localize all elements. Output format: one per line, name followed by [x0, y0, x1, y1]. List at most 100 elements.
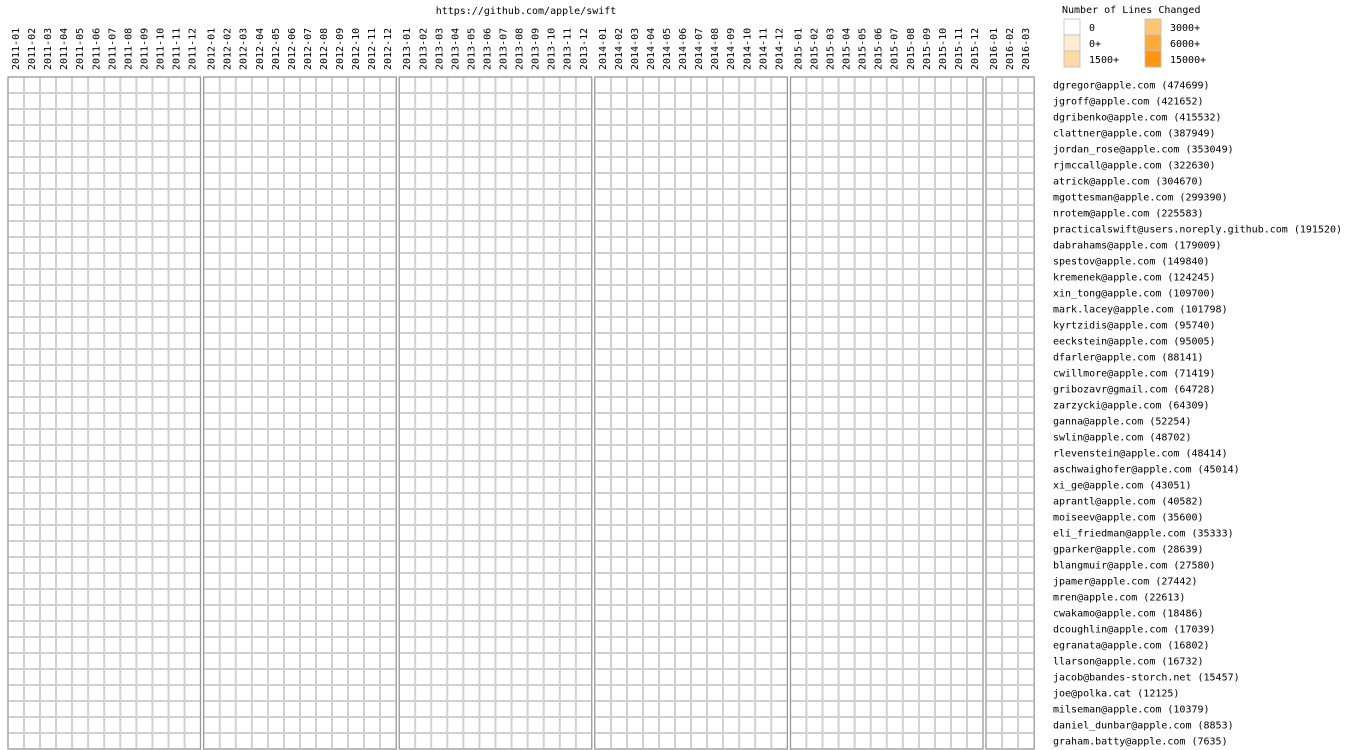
heatmap-cell: [723, 525, 740, 541]
heatmap-cell: [643, 173, 659, 189]
heatmap-cell: [675, 413, 691, 429]
heatmap-cell: [88, 621, 105, 637]
month-label: 2014-05: [662, 28, 673, 70]
heatmap-cell: [267, 365, 284, 381]
heatmap-cell: [838, 285, 855, 301]
heatmap-cell: [300, 157, 316, 173]
row-label: rjmccall@apple.com (322630): [1053, 161, 1216, 172]
heatmap-cell: [284, 493, 300, 509]
heatmap-cell: [594, 237, 611, 253]
heatmap-cell: [24, 157, 40, 173]
heatmap-cell: [364, 493, 381, 509]
heatmap-cell: [543, 109, 560, 125]
heatmap-cell: [559, 93, 576, 109]
heatmap-cell: [364, 717, 381, 733]
month-label: 2013-10: [547, 28, 558, 70]
heatmap-cell: [886, 397, 903, 413]
heatmap-cell: [610, 637, 627, 653]
heatmap-cell: [316, 685, 332, 701]
heatmap-cell: [559, 637, 576, 653]
heatmap-cell: [267, 477, 284, 493]
heatmap-cell: [399, 557, 416, 573]
heatmap-cell: [739, 493, 756, 509]
heatmap-cell: [918, 397, 935, 413]
heatmap-cell: [511, 621, 528, 637]
heatmap-cell: [986, 189, 1002, 205]
heatmap-cell: [1018, 237, 1034, 253]
heatmap-cell: [251, 317, 268, 333]
heatmap-cell: [723, 701, 740, 717]
heatmap-cell: [854, 93, 871, 109]
heatmap-cell: [104, 301, 121, 317]
heatmap-cell: [575, 477, 592, 493]
heatmap-cell: [88, 509, 105, 525]
heatmap-cell: [399, 381, 416, 397]
heatmap-cell: [951, 221, 967, 237]
row-label: aprantl@apple.com (40582): [1053, 497, 1204, 508]
heatmap-cell: [643, 461, 659, 477]
heatmap-cell: [120, 269, 137, 285]
heatmap-cell: [934, 301, 951, 317]
heatmap-cell: [902, 381, 919, 397]
heatmap-cell: [152, 253, 169, 269]
row-label: kremenek@apple.com (124245): [1053, 273, 1216, 284]
heatmap-cell: [707, 429, 724, 445]
heatmap-cell: [739, 573, 756, 589]
heatmap-cell: [267, 269, 284, 285]
heatmap-cell: [918, 637, 935, 653]
heatmap-cell: [822, 477, 839, 493]
heatmap-cell: [755, 253, 772, 269]
heatmap-cell: [332, 701, 348, 717]
heatmap-cell: [575, 125, 592, 141]
heatmap-cell: [380, 333, 397, 349]
heatmap-cell: [918, 573, 935, 589]
heatmap-cell: [806, 157, 823, 173]
heatmap-cell: [594, 205, 611, 221]
heatmap-cell: [511, 141, 528, 157]
heatmap-cell: [822, 365, 839, 381]
heatmap-cell: [902, 429, 919, 445]
heatmap-cell: [659, 125, 675, 141]
heatmap-cell: [627, 717, 643, 733]
heatmap-cell: [967, 605, 983, 621]
heatmap-cell: [918, 653, 935, 669]
heatmap-cell: [967, 413, 983, 429]
heatmap-cell: [886, 349, 903, 365]
month-label: 2011-01: [11, 28, 22, 70]
heatmap-cell: [707, 701, 724, 717]
row-label: mark.lacey@apple.com (101798): [1053, 305, 1228, 316]
heatmap-cell: [527, 413, 544, 429]
heatmap-cell: [463, 349, 480, 365]
heatmap-cell: [934, 109, 951, 125]
heatmap-cell: [739, 429, 756, 445]
heatmap-cell: [902, 717, 919, 733]
heatmap-cell: [806, 173, 823, 189]
heatmap-cell: [203, 605, 220, 621]
heatmap-cell: [300, 605, 316, 621]
row-label: dgregor@apple.com (474699): [1053, 81, 1210, 92]
heatmap-cell: [838, 221, 855, 237]
heatmap-cell: [380, 461, 397, 477]
heatmap-cell: [8, 253, 24, 269]
heatmap-cell: [40, 141, 56, 157]
heatmap-cell: [854, 701, 871, 717]
month-label: 2011-04: [59, 28, 70, 70]
heatmap-cell: [739, 269, 756, 285]
heatmap-cell: [267, 541, 284, 557]
heatmap-cell: [822, 461, 839, 477]
heatmap-cell: [723, 253, 740, 269]
heatmap-cell: [1018, 669, 1034, 685]
heatmap-cell: [415, 381, 432, 397]
heatmap-cell: [918, 621, 935, 637]
heatmap-cell: [967, 173, 983, 189]
heatmap-cell: [951, 205, 967, 221]
heatmap-cell: [415, 349, 432, 365]
heatmap-cell: [854, 77, 871, 93]
heatmap-cell: [838, 461, 855, 477]
heatmap-cell: [527, 141, 544, 157]
heatmap-cell: [8, 685, 24, 701]
heatmap-cell: [838, 669, 855, 685]
heatmap-cell: [364, 637, 381, 653]
heatmap-cell: [755, 733, 772, 749]
heatmap-cell: [822, 621, 839, 637]
